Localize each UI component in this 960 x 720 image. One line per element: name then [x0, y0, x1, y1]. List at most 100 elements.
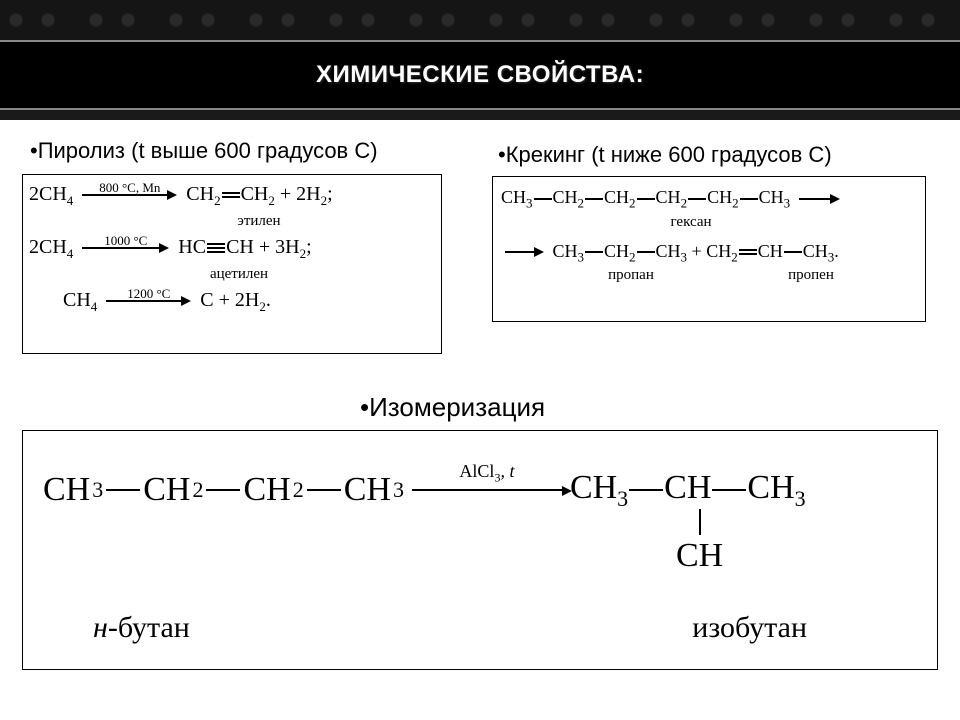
double-bond-icon [739, 249, 757, 255]
single-bond-icon [629, 489, 663, 491]
formula: CH [759, 187, 784, 207]
sub: 2 [629, 196, 636, 211]
arrow-icon: AlCl3, t [412, 489, 562, 491]
formula: CH [344, 471, 391, 509]
tail: ; [327, 183, 333, 205]
reaction-row: CH3CH2CH2CH2CH2CH3 [501, 187, 917, 212]
vertical-bond-icon [699, 509, 701, 535]
name: бутан [118, 611, 190, 644]
arrow-icon [505, 241, 544, 262]
arrow-icon [799, 187, 840, 208]
catalyst: AlCl [459, 461, 494, 481]
single-bond-icon [688, 198, 706, 200]
bullet-icon: • [360, 392, 369, 422]
content-area: •Пиролиз (t выше 600 градусов C) •Крекин… [0, 120, 960, 720]
arrow-icon: 1200 °C [106, 289, 191, 312]
reactant-label: н-бутан [93, 611, 190, 645]
single-bond-icon [307, 489, 341, 491]
reaction-row: 2CH4 1000 °C HCCH + 3H2; [29, 236, 435, 262]
formula: CH [243, 471, 290, 509]
single-bond-icon [534, 198, 552, 200]
plus: + [275, 183, 296, 205]
sub: 2 [731, 249, 738, 264]
single-bond-icon [712, 489, 746, 491]
arrow-icon: 1000 °C [82, 236, 169, 259]
sub: 4 [91, 299, 98, 314]
isomerization-label: Изомеризация [369, 392, 545, 422]
single-bond-icon [637, 198, 655, 200]
formula: CH [676, 537, 723, 574]
sub: 3 [795, 486, 806, 511]
sub: 4 [67, 193, 74, 208]
arrow-condition: 800 °C, Mn [82, 180, 177, 196]
arrow-icon: 800 °C, Mn [82, 183, 177, 206]
coeff: 3 [275, 236, 285, 258]
reaction-row: 2CH4 800 °C, Mn CH2CH2 + 2H2; [29, 183, 435, 209]
tail: . [834, 241, 839, 261]
product-annotation: пропен [761, 267, 861, 284]
page-title: ХИМИЧЕСКИЕ СВОЙСТВА: [316, 61, 644, 89]
reactant-annotation: гексан [631, 214, 751, 231]
formula: CH [501, 187, 526, 207]
formula: CH [803, 241, 828, 261]
sub: 2 [192, 477, 203, 503]
reaction-row: CH3CH2CH3 + CH2CHCH3. [501, 241, 917, 266]
product-annotation: пропан [581, 267, 681, 284]
tail: . [266, 289, 271, 311]
title-band: ХИМИЧЕСКИЕ СВОЙСТВА: [0, 40, 960, 110]
product-annotation: ацетилен [179, 266, 299, 283]
sub: 3 [578, 249, 585, 264]
formula: CH [553, 187, 578, 207]
formula: CH [143, 471, 190, 509]
cracking-heading: •Крекинг (t ниже 600 градусов C) [498, 142, 832, 168]
arrow-condition: AlCl3, t [412, 461, 562, 486]
sub: 3 [393, 477, 404, 503]
formula: CH [63, 289, 91, 311]
arrow-condition: 1000 °C [82, 233, 169, 249]
bullet-icon: • [30, 138, 38, 163]
double-bond-icon [222, 192, 240, 198]
temperature: , t [500, 461, 514, 481]
formula: CH [226, 236, 254, 258]
coeff: 2 [296, 183, 306, 205]
plus: + [687, 241, 706, 261]
formula: CH [656, 241, 681, 261]
pyrolysis-heading: •Пиролиз (t выше 600 градусов C) [30, 138, 378, 164]
sub: 2 [732, 196, 739, 211]
sub: 2 [681, 196, 688, 211]
formula: CH [186, 183, 214, 205]
sub: 3 [526, 196, 533, 211]
reaction-row: CH4 1200 °C C + 2H2. [63, 289, 435, 315]
formula: CH [656, 187, 681, 207]
pyrolysis-label: Пиролиз (t выше 600 градусов C) [38, 138, 378, 163]
formula: CH [664, 469, 711, 506]
coeff: 2 [29, 183, 39, 205]
triple-bond-icon [207, 243, 225, 253]
sub: 2 [578, 196, 585, 211]
formula: CH [570, 469, 617, 506]
single-bond-icon [206, 489, 240, 491]
coeff: 2 [29, 236, 39, 258]
formula: H [306, 183, 320, 205]
product-annotation: этилен [199, 213, 319, 230]
single-bond-icon [585, 198, 603, 200]
pyrolysis-box: 2CH4 800 °C, Mn CH2CH2 + 2H2; этилен 2CH… [22, 174, 442, 354]
formula: CH [604, 187, 629, 207]
formula: CH [706, 241, 731, 261]
formula: CH [758, 241, 783, 261]
single-bond-icon [740, 198, 758, 200]
formula: CH [553, 241, 578, 261]
reaction-row: CH3CH2CH2CH3 AlCl3, t CH3CHCH3 CH [43, 469, 927, 512]
isomerization-box: CH3CH2CH2CH3 AlCl3, t CH3CHCH3 CH н-бута… [22, 430, 938, 670]
single-bond-icon [106, 489, 140, 491]
sub: 4 [67, 246, 74, 261]
cracking-box: CH3CH2CH2CH2CH2CH3 гексан CH3CH2CH3 + CH… [492, 176, 926, 322]
sub: 3 [92, 477, 103, 503]
cracking-label: Крекинг (t ниже 600 градусов C) [506, 142, 832, 167]
single-bond-icon [585, 251, 603, 253]
formula: HC [178, 236, 206, 258]
formula: CH [707, 187, 732, 207]
formula: CH [39, 183, 67, 205]
sub: 2 [214, 193, 221, 208]
decorative-top [0, 0, 960, 40]
